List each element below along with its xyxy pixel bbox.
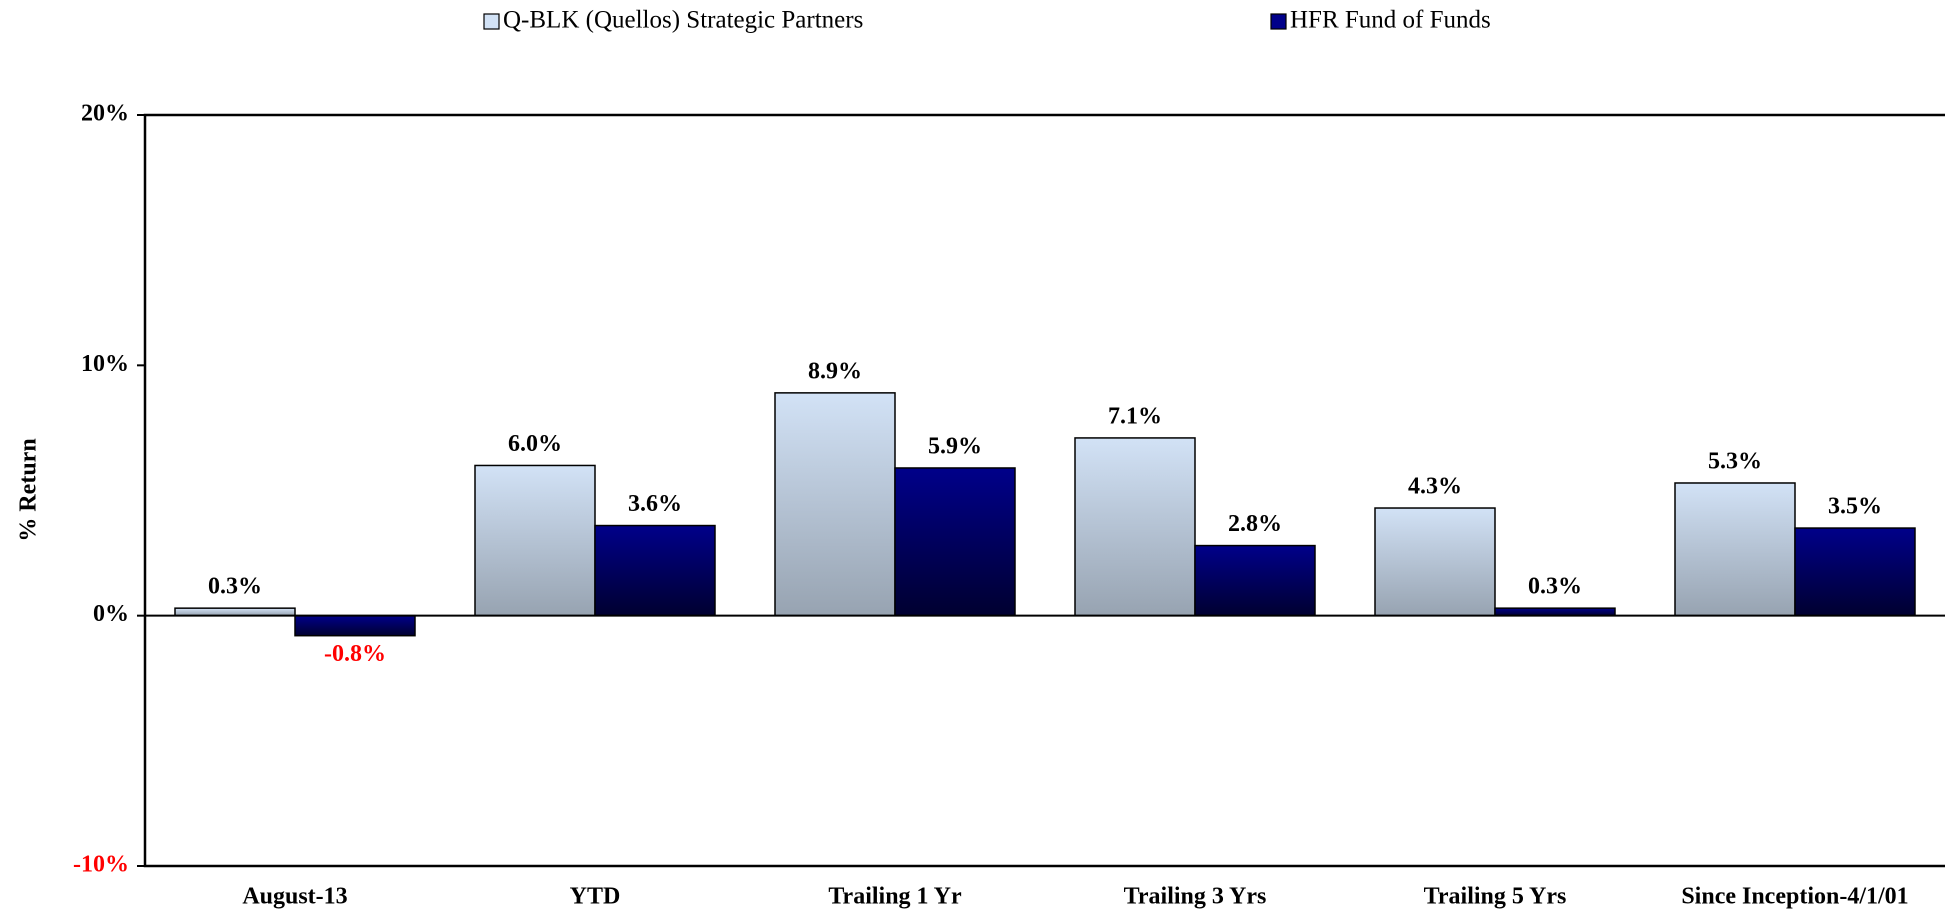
- bar: [174, 607, 296, 617]
- legend-swatch: [1270, 13, 1287, 30]
- data-label: -0.8%: [324, 641, 386, 667]
- bar: [294, 614, 416, 637]
- x-tick-label: August-13: [242, 884, 347, 910]
- data-label: 0.3%: [1528, 574, 1582, 600]
- legend-swatch: [483, 13, 500, 30]
- bar: [1674, 482, 1796, 617]
- data-label: 2.8%: [1228, 511, 1282, 537]
- legend-label: HFR Fund of Funds: [1290, 7, 1491, 34]
- y-axis-title: % Return: [16, 438, 42, 541]
- x-tick-label: Trailing 1 Yr: [828, 884, 962, 910]
- data-label: 6.0%: [508, 431, 562, 457]
- bar: [1374, 507, 1496, 617]
- bar: [894, 467, 1016, 617]
- x-tick-label: Trailing 5 Yrs: [1424, 884, 1567, 910]
- plot-frame: [143, 113, 1945, 868]
- data-label: 4.3%: [1408, 474, 1462, 500]
- bar: [1074, 437, 1196, 617]
- data-label: 5.3%: [1708, 448, 1762, 474]
- x-tick-label: YTD: [570, 884, 621, 910]
- data-label: 5.9%: [928, 433, 982, 459]
- data-label: 3.5%: [1828, 494, 1882, 520]
- data-label: 7.1%: [1108, 403, 1162, 429]
- x-tick-label: Trailing 3 Yrs: [1124, 884, 1267, 910]
- bar: [1794, 527, 1916, 617]
- bar: [1494, 607, 1616, 617]
- bar: [1194, 544, 1316, 617]
- y-tick-label: -10%: [73, 852, 129, 878]
- data-label: 8.9%: [808, 358, 862, 384]
- bar: [774, 392, 896, 617]
- data-label: 3.6%: [628, 491, 682, 517]
- y-tick-label: 20%: [81, 101, 129, 127]
- bar: [474, 464, 596, 617]
- x-tick-label: Since Inception-4/1/01: [1681, 884, 1908, 910]
- data-label: 0.3%: [208, 574, 262, 600]
- bar: [594, 524, 716, 617]
- y-tick-label: 10%: [81, 351, 129, 377]
- legend-label: Q-BLK (Quellos) Strategic Partners: [503, 7, 863, 34]
- y-tick-label: 0%: [93, 601, 129, 627]
